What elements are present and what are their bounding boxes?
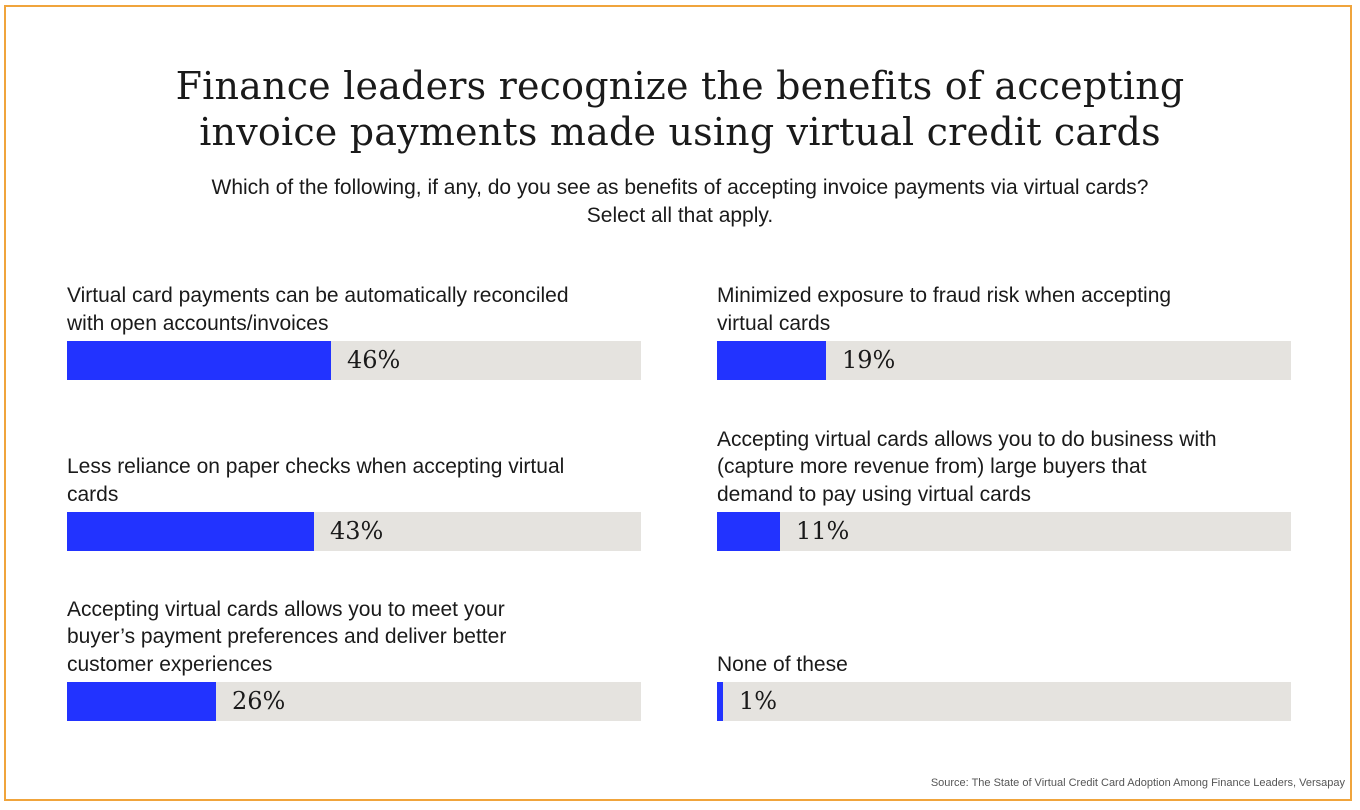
bar-fill	[67, 341, 331, 380]
chart-subtitle-line-2: Select all that apply.	[586, 204, 774, 227]
bar-category-label: None of these	[717, 651, 1291, 679]
chart-title-line-1: Finance leaders recognize the benefits o…	[175, 64, 1185, 108]
bar-track: 1%	[717, 682, 1291, 721]
bar-fill	[717, 512, 780, 551]
bar-category-label: Minimized exposure to fraud risk when ac…	[717, 282, 1291, 337]
bar-category-label-line: demand to pay using virtual cards	[717, 482, 1032, 506]
bar-category-label: Accepting virtual cards allows you to do…	[717, 426, 1291, 509]
bar-category-label-line: cards	[67, 482, 119, 506]
bar-fill	[67, 682, 216, 721]
bar-track: 46%	[67, 341, 641, 380]
bar-category-label-line: buyer’s payment preferences and deliver …	[67, 625, 507, 648]
chart-frame	[4, 5, 1352, 801]
bar-category-label-line: Less reliance on paper checks when accep…	[67, 455, 565, 478]
bar-value-label: 43%	[330, 517, 384, 545]
bar-value-label: 11%	[796, 517, 850, 545]
bar-category-label-line: Accepting virtual cards allows you to do…	[717, 427, 1217, 451]
bar-value-label: 19%	[842, 346, 896, 374]
bar-category-label-line: Accepting virtual cards allows you to me…	[67, 597, 505, 621]
bar-track: 19%	[717, 341, 1291, 380]
bar-category-label-line: Minimized exposure to fraud risk when ac…	[717, 284, 1172, 307]
chart-subtitle-line-1: Which of the following, if any, do you s…	[211, 176, 1149, 199]
bar-category-label-line: Virtual card payments can be automatical…	[67, 284, 569, 307]
chart-subtitle: Which of the following, if any, do you s…	[0, 174, 1360, 230]
bar-category-label: Accepting virtual cards allows you to me…	[67, 596, 641, 679]
bar-category-label-line: customer experiences	[67, 652, 273, 676]
bar-category-label-line: None of these	[717, 652, 848, 676]
bar-category-label: Virtual card payments can be automatical…	[67, 282, 641, 337]
bar-category-label: Less reliance on paper checks when accep…	[67, 453, 641, 508]
bar-fill	[67, 512, 314, 551]
chart-title-line-2: invoice payments made using virtual cred…	[199, 110, 1161, 154]
bar-fill	[717, 341, 826, 380]
bar-track: 26%	[67, 682, 641, 721]
bar-category-label-line: with open accounts/invoices	[67, 311, 329, 335]
bar-track: 11%	[717, 512, 1291, 551]
bar-fill	[717, 682, 723, 721]
bar-value-label: 46%	[347, 346, 401, 374]
source-note: Source: The State of Virtual Credit Card…	[930, 777, 1345, 789]
bar-track: 43%	[67, 512, 641, 551]
chart-title: Finance leaders recognize the benefits o…	[0, 63, 1360, 155]
bar-value-label: 1%	[739, 687, 778, 715]
bar-category-label-line: (capture more revenue from) large buyers…	[717, 455, 1147, 478]
bar-category-label-line: virtual cards	[717, 311, 831, 335]
bar-value-label: 26%	[232, 687, 286, 715]
